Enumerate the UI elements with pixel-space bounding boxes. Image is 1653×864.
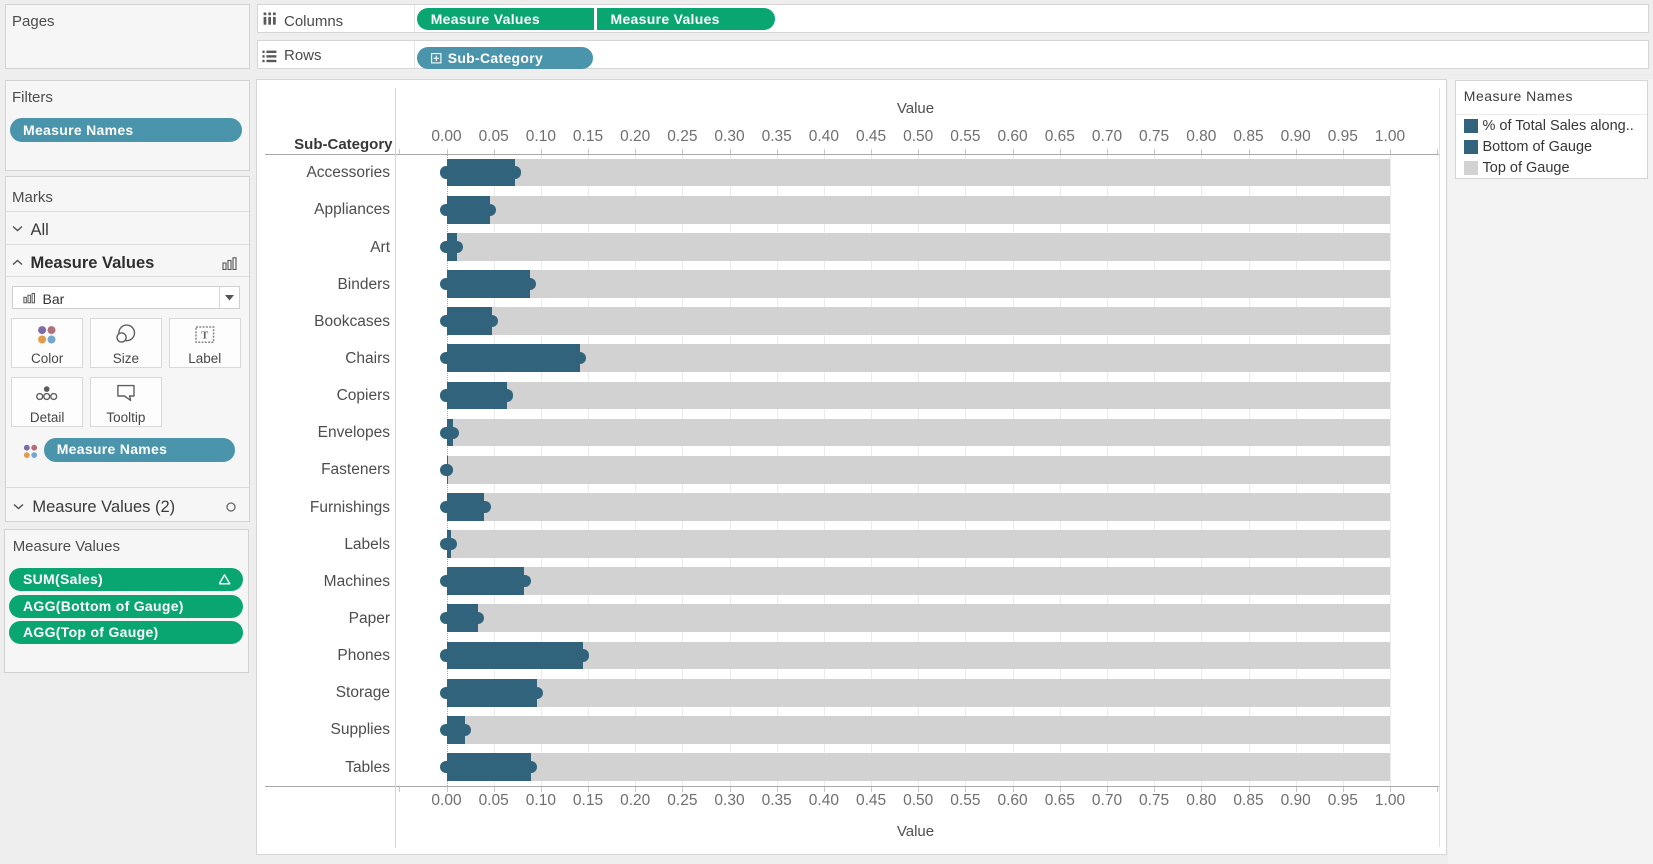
svg-text:T: T	[201, 330, 208, 341]
